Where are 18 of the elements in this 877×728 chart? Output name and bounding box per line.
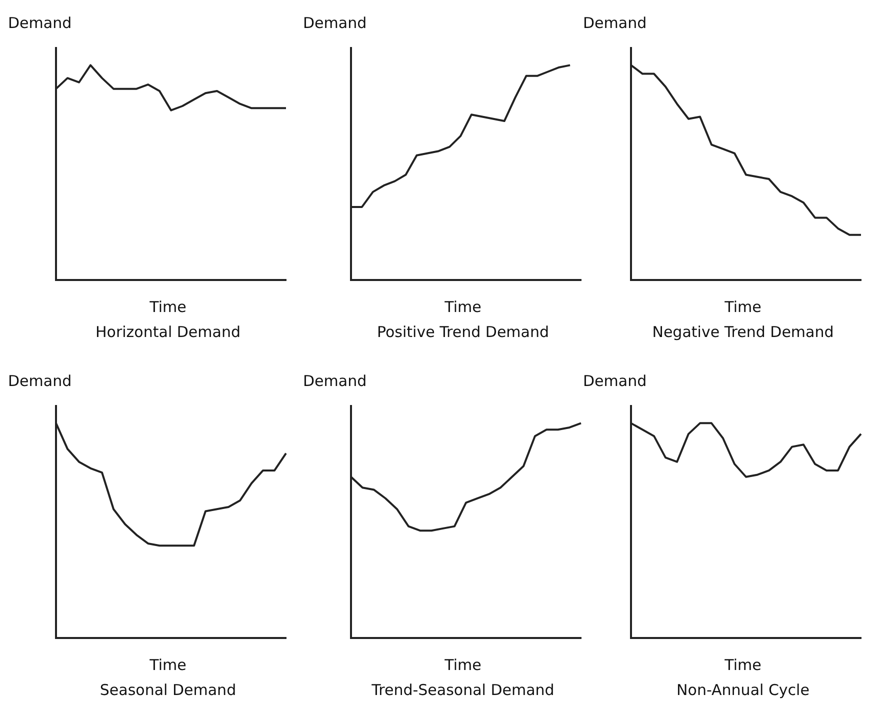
x-axis-title: Time (444, 656, 482, 674)
x-axis-title: Time (724, 298, 762, 316)
text: Trend-Seasonal Demand (370, 681, 556, 699)
text: Seasonal Demand (98, 681, 238, 699)
x-axis-title: Time (444, 298, 482, 316)
y-axis-title: Demand (583, 372, 647, 390)
y-axis-title: Demand (583, 14, 647, 32)
text: Negative Trend Demand (651, 323, 835, 341)
x-axis-title: Time (148, 298, 188, 316)
x-axis-title: Time (148, 656, 188, 674)
text: Horizontal Demand (94, 323, 242, 341)
y-axis-title: Demand (8, 14, 72, 32)
y-axis-title: Demand (303, 372, 367, 390)
y-axis-title: Demand (303, 14, 367, 32)
x-axis-title: Time (724, 656, 762, 674)
y-axis-title: Demand (8, 372, 72, 390)
text: Non-Annual Cycle (676, 681, 810, 699)
text: Positive Trend Demand (376, 323, 550, 341)
